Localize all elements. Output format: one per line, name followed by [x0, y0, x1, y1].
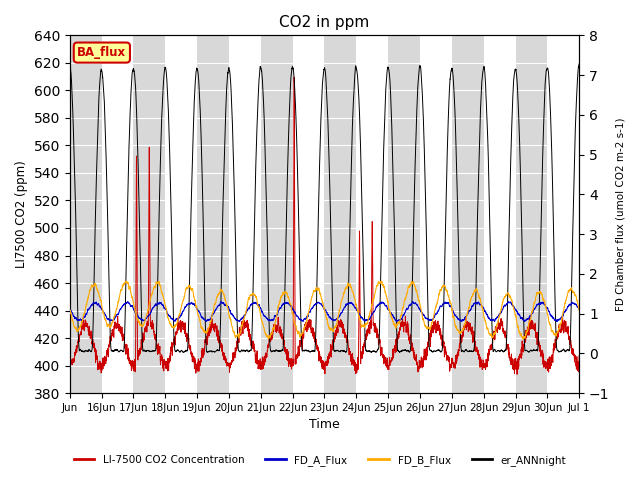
- X-axis label: Time: Time: [309, 419, 340, 432]
- Bar: [356, 36, 388, 393]
- Bar: [420, 36, 452, 393]
- Legend: LI-7500 CO2 Concentration, FD_A_Flux, FD_B_Flux, er_ANNnight: LI-7500 CO2 Concentration, FD_A_Flux, FD…: [70, 451, 570, 470]
- Bar: [484, 36, 516, 393]
- Bar: [611, 36, 640, 393]
- Bar: [229, 36, 260, 393]
- Y-axis label: LI7500 CO2 (ppm): LI7500 CO2 (ppm): [15, 160, 28, 268]
- Title: CO2 in ppm: CO2 in ppm: [279, 15, 369, 30]
- Bar: [165, 36, 197, 393]
- Bar: [292, 36, 324, 393]
- Text: BA_flux: BA_flux: [77, 46, 127, 59]
- Bar: [547, 36, 579, 393]
- Y-axis label: FD Chamber flux (umol CO2 m-2 s-1): FD Chamber flux (umol CO2 m-2 s-1): [615, 118, 625, 311]
- Bar: [102, 36, 133, 393]
